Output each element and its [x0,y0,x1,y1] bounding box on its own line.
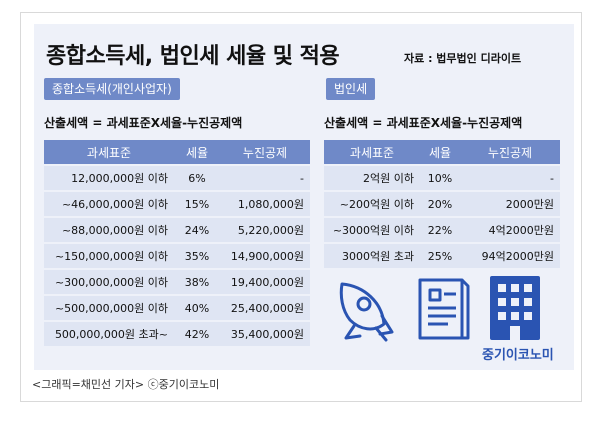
header-deduction: 누진공제 [460,140,560,164]
bracket-cell: ~46,000,000원 이하 [44,192,174,216]
table-row: ~500,000,000원 이하 40% 25,400,000원 [44,296,310,320]
table-row: ~3000억원 이하 22% 4억2000만원 [324,218,560,242]
rocket-icon [339,282,394,342]
source-note: 자료 : 법무법인 디라이트 [404,52,522,65]
bracket-cell: ~500,000,000원 이하 [44,296,174,320]
rate-cell: 38% [174,270,220,294]
income-tax-table: 과세표준 세율 누진공제 12,000,000원 이하 6% - ~46,000,00… [44,138,310,348]
income-tax-tag: 종합소득세(개인사업자) [44,78,180,100]
infographic-title: 종합소득세, 법인세 세율 및 적용 [46,44,340,69]
table-row: ~88,000,000원 이하 24% 5,220,000원 [44,218,310,242]
rate-cell: 24% [174,218,220,242]
table-row: 12,000,000원 이하 6% - [44,166,310,190]
rate-cell: 6% [174,166,220,190]
infographic: 종합소득세, 법인세 세율 및 적용 자료 : 법무법인 디라이트 종합소득세(… [34,24,574,370]
table-row: 2억원 이하 10% - [324,166,560,190]
rate-cell: 25% [420,244,460,268]
deduction-cell: 5,220,000원 [220,218,310,242]
header-rate: 세율 [420,140,460,164]
corporate-tax-table: 과세표준 세율 누진공제 2억원 이하 10% - ~200억원 이하 20% 2000만… [324,138,560,270]
header-bracket: 과세표준 [44,140,174,164]
document-icon [418,278,470,340]
income-tax-formula: 산출세액 = 과세표준X세율-누진공제액 [44,116,243,130]
brand-logo: 중기이코노미 [482,348,554,363]
bracket-cell: ~88,000,000원 이하 [44,218,174,242]
bracket-cell: 3000억원 초과 [324,244,420,268]
deduction-cell: - [220,166,310,190]
bracket-cell: 2억원 이하 [324,166,420,190]
caption: <그래픽=채민선 기자> ⓒ중기이코노미 [32,378,220,391]
table-row: ~200억원 이하 20% 2000만원 [324,192,560,216]
bracket-cell: ~3000억원 이하 [324,218,420,242]
deduction-cell: 4억2000만원 [460,218,560,242]
deduction-cell: - [460,166,560,190]
table-row: ~46,000,000원 이하 15% 1,080,000원 [44,192,310,216]
rate-cell: 42% [174,322,220,346]
deduction-cell: 35,400,000원 [220,322,310,346]
corporate-tax-formula: 산출세액 = 과세표준X세율-누진공제액 [324,116,523,130]
bracket-cell: ~300,000,000원 이하 [44,270,174,294]
rate-cell: 15% [174,192,220,216]
rate-cell: 40% [174,296,220,320]
deduction-cell: 94억2000만원 [460,244,560,268]
rate-cell: 35% [174,244,220,268]
rate-cell: 22% [420,218,460,242]
deduction-cell: 19,400,000원 [220,270,310,294]
rate-cell: 10% [420,166,460,190]
deduction-cell: 2000만원 [460,192,560,216]
bracket-cell: ~150,000,000원 이하 [44,244,174,268]
header-bracket: 과세표준 [324,140,420,164]
header-rate: 세율 [174,140,220,164]
header-deduction: 누진공제 [220,140,310,164]
bracket-cell: 500,000,000원 초과~ [44,322,174,346]
deduction-cell: 1,080,000원 [220,192,310,216]
deduction-cell: 25,400,000원 [220,296,310,320]
building-icon [490,276,540,340]
corporate-tax-tag: 법인세 [326,78,376,100]
bracket-cell: ~200억원 이하 [324,192,420,216]
rate-cell: 20% [420,192,460,216]
table-row: ~300,000,000원 이하 38% 19,400,000원 [44,270,310,294]
bracket-cell: 12,000,000원 이하 [44,166,174,190]
table-row: ~150,000,000원 이하 35% 14,900,000원 [44,244,310,268]
table-row: 3000억원 초과 25% 94억2000만원 [324,244,560,268]
table-row: 500,000,000원 초과~ 42% 35,400,000원 [44,322,310,346]
deduction-cell: 14,900,000원 [220,244,310,268]
